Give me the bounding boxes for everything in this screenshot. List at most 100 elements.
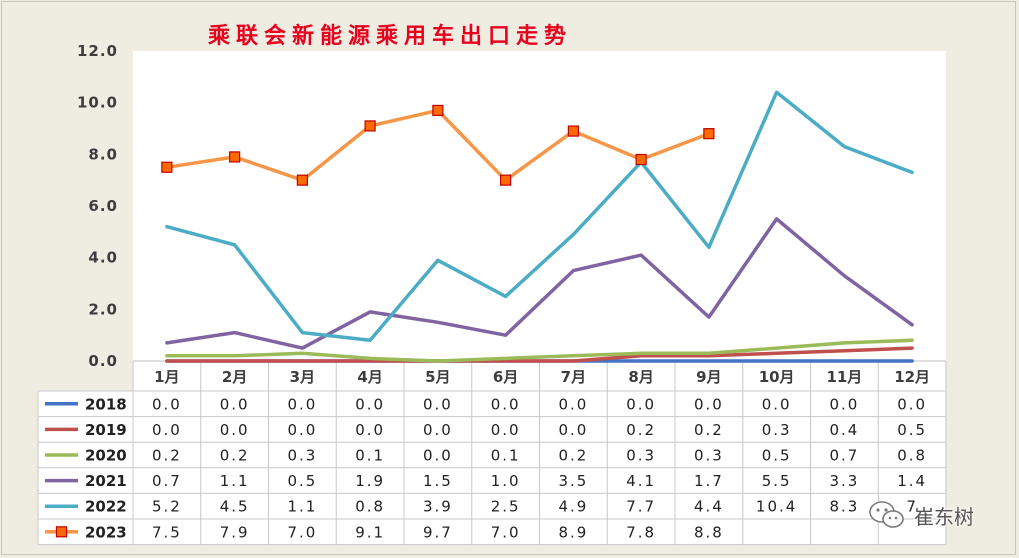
y-tick-label: 2.0 — [88, 300, 118, 318]
data-label: 1.9 — [355, 472, 385, 490]
data-point — [635, 153, 647, 166]
data-label: 0.0 — [558, 395, 588, 413]
series-label: 2019 — [85, 421, 127, 439]
data-label: 0.0 — [491, 395, 521, 413]
data-label: 1.5 — [423, 472, 453, 490]
data-label: 4.4 — [694, 498, 724, 516]
data-label: 0.0 — [423, 395, 453, 413]
data-label: 0.0 — [829, 395, 859, 413]
data-label: 0.3 — [626, 447, 656, 465]
data-label: 0.8 — [355, 498, 385, 516]
y-tick-label: 4.0 — [88, 249, 118, 267]
data-label: 0.1 — [491, 447, 521, 465]
data-label: 0.0 — [694, 395, 724, 413]
category-label: 7月 — [561, 368, 586, 386]
data-label: 4.9 — [558, 498, 588, 516]
y-tick-label: 10.0 — [77, 94, 118, 112]
data-label: 1.1 — [220, 472, 250, 490]
data-label: 7.8 — [626, 523, 656, 541]
data-label: 7.9 — [220, 523, 250, 541]
data-label: 0.0 — [220, 395, 250, 413]
data-label: 0.3 — [762, 421, 792, 439]
data-label: 5.5 — [762, 472, 792, 490]
category-label: 8月 — [628, 368, 653, 386]
category-label: 1月 — [154, 368, 179, 386]
data-label: 0.1 — [355, 447, 385, 465]
category-label: 12月 — [894, 368, 930, 386]
category-label: 9月 — [696, 368, 721, 386]
data-label: 4.1 — [626, 472, 656, 490]
data-label: 0.0 — [220, 421, 250, 439]
data-label: 1.1 — [287, 498, 317, 516]
data-label: 7.5 — [152, 523, 182, 541]
data-point — [703, 128, 715, 140]
data-label: 0.0 — [558, 421, 588, 439]
data-label: 10.4 — [756, 498, 797, 516]
data-label: 8.8 — [694, 523, 724, 541]
data-label: 0.5 — [897, 421, 927, 439]
data-label: 0.0 — [287, 421, 317, 439]
data-label: 7.0 — [287, 523, 317, 541]
category-label: 10月 — [759, 368, 795, 386]
series-line-2020 — [165, 338, 914, 363]
plot-area — [133, 51, 946, 361]
category-label: 4月 — [357, 368, 382, 386]
data-label: 0.7 — [152, 472, 182, 490]
data-point — [229, 151, 241, 163]
series-line-2019 — [165, 346, 914, 363]
data-label: 5.2 — [152, 498, 182, 516]
watermark: 崔东树 — [868, 498, 974, 532]
data-label: 0.3 — [694, 447, 724, 465]
data-label: 9.1 — [355, 523, 385, 541]
wechat-icon — [869, 501, 904, 528]
data-label: 9.7 — [423, 523, 453, 541]
category-label: 6月 — [493, 368, 518, 386]
legend-marker — [55, 526, 68, 538]
data-label: 1.7 — [694, 472, 724, 490]
series-line-2021 — [165, 217, 914, 350]
watermark-text: 崔东树 — [914, 504, 974, 529]
data-label: 0.0 — [355, 421, 385, 439]
data-label: 8.9 — [558, 523, 588, 541]
data-label: 0.0 — [287, 395, 317, 413]
y-tick-label: 12.0 — [77, 42, 118, 60]
data-label: 0.0 — [152, 395, 182, 413]
data-label: 2.5 — [491, 498, 521, 516]
data-label: 0.0 — [423, 447, 453, 465]
category-label: 5月 — [425, 368, 450, 386]
data-label: 0.0 — [152, 421, 182, 439]
data-label: 0.4 — [829, 421, 859, 439]
data-label: 0.0 — [762, 395, 792, 413]
data-label: 0.2 — [626, 421, 656, 439]
data-label: 0.0 — [897, 395, 927, 413]
data-point — [567, 125, 579, 137]
data-label: 0.0 — [626, 395, 656, 413]
data-point — [432, 104, 444, 117]
data-table: 1月 2月 3月 4月 5月 6月 7月 8月 9月 10月 11月 12月 2018 0.0 0.0 0.0… — [37, 360, 947, 546]
data-label: 0.0 — [423, 421, 453, 439]
y-axis: 0.0 2.0 4.0 6.0 8.0 10.0 12.0 — [77, 42, 118, 370]
data-label: 0.2 — [152, 447, 182, 465]
data-point — [296, 174, 308, 186]
data-label: 0.5 — [762, 447, 792, 465]
data-label: 1.0 — [491, 472, 521, 490]
category-label: 2月 — [222, 368, 247, 386]
data-label: 0.0 — [355, 395, 385, 413]
series-line-2022 — [165, 90, 914, 343]
y-tick-label: 0.0 — [88, 352, 118, 370]
y-tick-label: 8.0 — [88, 145, 118, 163]
plot-background — [133, 51, 946, 361]
data-label: 0.2 — [558, 447, 588, 465]
data-label: 0.0 — [491, 421, 521, 439]
data-label: 0.8 — [897, 447, 927, 465]
data-label: 8.3 — [829, 498, 859, 516]
data-label: 0.7 — [829, 447, 859, 465]
data-label: 3.3 — [829, 472, 859, 490]
data-label: 7.0 — [491, 523, 521, 541]
series-lines — [161, 90, 914, 363]
data-label: 0.2 — [220, 447, 250, 465]
data-label: 7 — [906, 498, 918, 516]
data-label: 0.5 — [287, 472, 317, 490]
data-point — [500, 174, 512, 186]
